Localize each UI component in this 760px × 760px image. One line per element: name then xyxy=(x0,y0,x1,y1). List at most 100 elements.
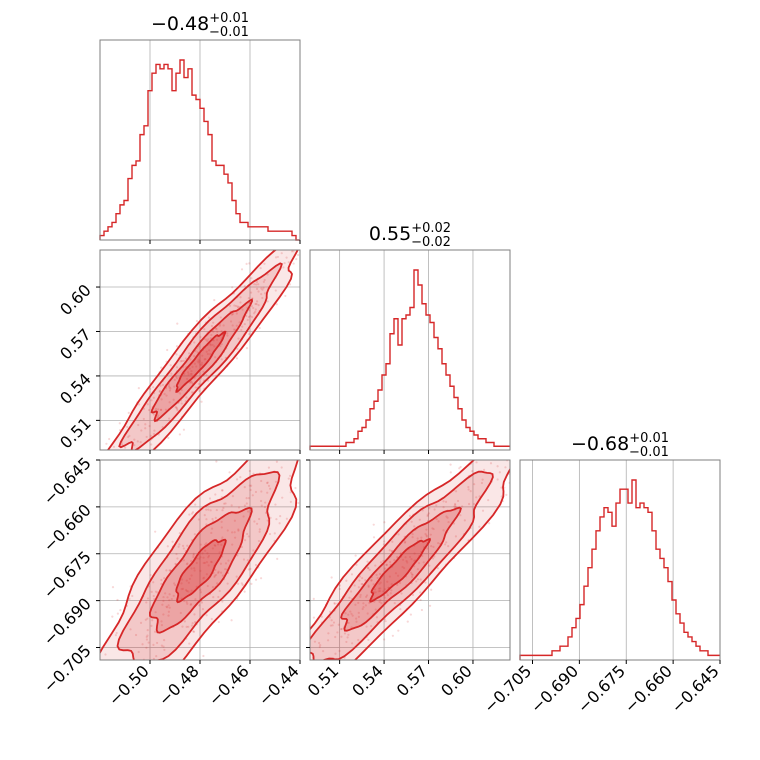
sample-point xyxy=(215,460,218,463)
sample-point xyxy=(166,596,169,599)
sample-point xyxy=(125,703,127,705)
sample-point xyxy=(91,678,93,680)
sample-point xyxy=(419,598,422,602)
sample-point xyxy=(254,302,257,306)
sample-point xyxy=(183,599,186,603)
x-tick-label: −0.46 xyxy=(205,661,253,709)
sample-point xyxy=(144,618,147,621)
sample-point xyxy=(351,642,354,645)
x-tick-label: −0.705 xyxy=(480,661,535,716)
sample-point xyxy=(347,621,350,624)
sample-point xyxy=(233,531,236,534)
sample-point xyxy=(480,481,484,485)
sample-point xyxy=(163,648,166,652)
sample-point xyxy=(276,255,280,259)
sample-point xyxy=(389,592,392,595)
sample-point xyxy=(235,357,239,360)
sample-point xyxy=(240,268,244,271)
sample-point xyxy=(165,394,168,397)
sample-point xyxy=(267,484,271,487)
sample-point xyxy=(237,506,241,509)
sample-point xyxy=(390,582,393,586)
sample-point xyxy=(361,607,364,611)
sample-point xyxy=(386,594,389,597)
sample-point xyxy=(161,603,164,606)
sample-point xyxy=(191,511,195,514)
sample-point xyxy=(185,589,189,593)
sample-point xyxy=(481,509,485,512)
x-tick-label: 0.54 xyxy=(348,661,387,700)
histogram-panel-1: 0.55+0.02 −0.02 xyxy=(309,221,511,454)
sample-point xyxy=(170,597,173,601)
sample-point xyxy=(193,567,196,570)
sample-point xyxy=(430,545,433,548)
sample-point xyxy=(333,602,336,605)
sample-point xyxy=(220,526,223,529)
sample-point xyxy=(149,457,151,459)
sample-point xyxy=(145,435,148,439)
sample-point xyxy=(175,345,179,348)
sample-point xyxy=(432,527,435,531)
scatter-content xyxy=(274,460,510,724)
sample-point xyxy=(136,457,138,459)
sample-point xyxy=(255,287,259,290)
sample-point xyxy=(383,521,386,524)
sample-point xyxy=(247,496,251,500)
sample-point xyxy=(195,561,198,565)
sample-point xyxy=(142,417,145,421)
sample-point xyxy=(442,500,445,503)
title-err-plus: +0.02 xyxy=(411,221,451,236)
sample-point xyxy=(382,543,386,546)
sample-point xyxy=(418,518,421,521)
sample-point xyxy=(305,207,307,209)
sample-point xyxy=(190,624,193,627)
sample-point xyxy=(209,509,212,512)
sample-point xyxy=(186,544,189,547)
sample-point xyxy=(212,321,215,324)
sample-point xyxy=(240,582,243,585)
sample-point xyxy=(168,417,171,420)
sample-point xyxy=(230,504,233,507)
sample-point xyxy=(413,552,416,555)
sample-point xyxy=(330,619,333,622)
sample-point xyxy=(175,552,178,556)
sample-point xyxy=(383,540,386,543)
sample-point xyxy=(146,617,149,620)
sample-point xyxy=(419,591,422,594)
sample-point xyxy=(233,536,237,539)
sample-point xyxy=(213,299,216,302)
sample-point xyxy=(153,429,156,432)
sample-point xyxy=(139,440,142,444)
sample-point xyxy=(322,428,324,430)
sample-point xyxy=(309,247,311,249)
sample-point xyxy=(411,533,414,536)
sample-point xyxy=(259,266,262,270)
sample-point xyxy=(314,722,316,724)
sample-point xyxy=(289,491,292,494)
sample-point xyxy=(334,652,337,655)
sample-point xyxy=(181,587,185,590)
histogram-panel-0: −0.48+0.01 −0.01 xyxy=(99,11,301,244)
sample-point xyxy=(199,569,202,572)
sample-point xyxy=(292,631,294,633)
y-tick-label: −0.645 xyxy=(40,453,95,508)
sample-point xyxy=(167,604,170,607)
sample-point xyxy=(399,581,402,585)
sample-point xyxy=(343,632,347,635)
sample-point xyxy=(274,654,276,656)
sample-point xyxy=(146,403,149,406)
sample-point xyxy=(207,554,211,557)
sample-point xyxy=(237,582,240,585)
sample-point xyxy=(220,358,223,361)
sample-point xyxy=(330,576,333,579)
sample-point xyxy=(379,598,382,602)
sample-point xyxy=(160,620,163,623)
sample-point xyxy=(393,559,396,562)
sample-point xyxy=(192,554,195,557)
sample-point xyxy=(78,689,80,691)
sample-point xyxy=(221,489,224,492)
sample-point xyxy=(255,283,258,286)
sample-point xyxy=(196,360,199,363)
sample-point xyxy=(93,493,95,495)
sample-point xyxy=(205,573,208,576)
